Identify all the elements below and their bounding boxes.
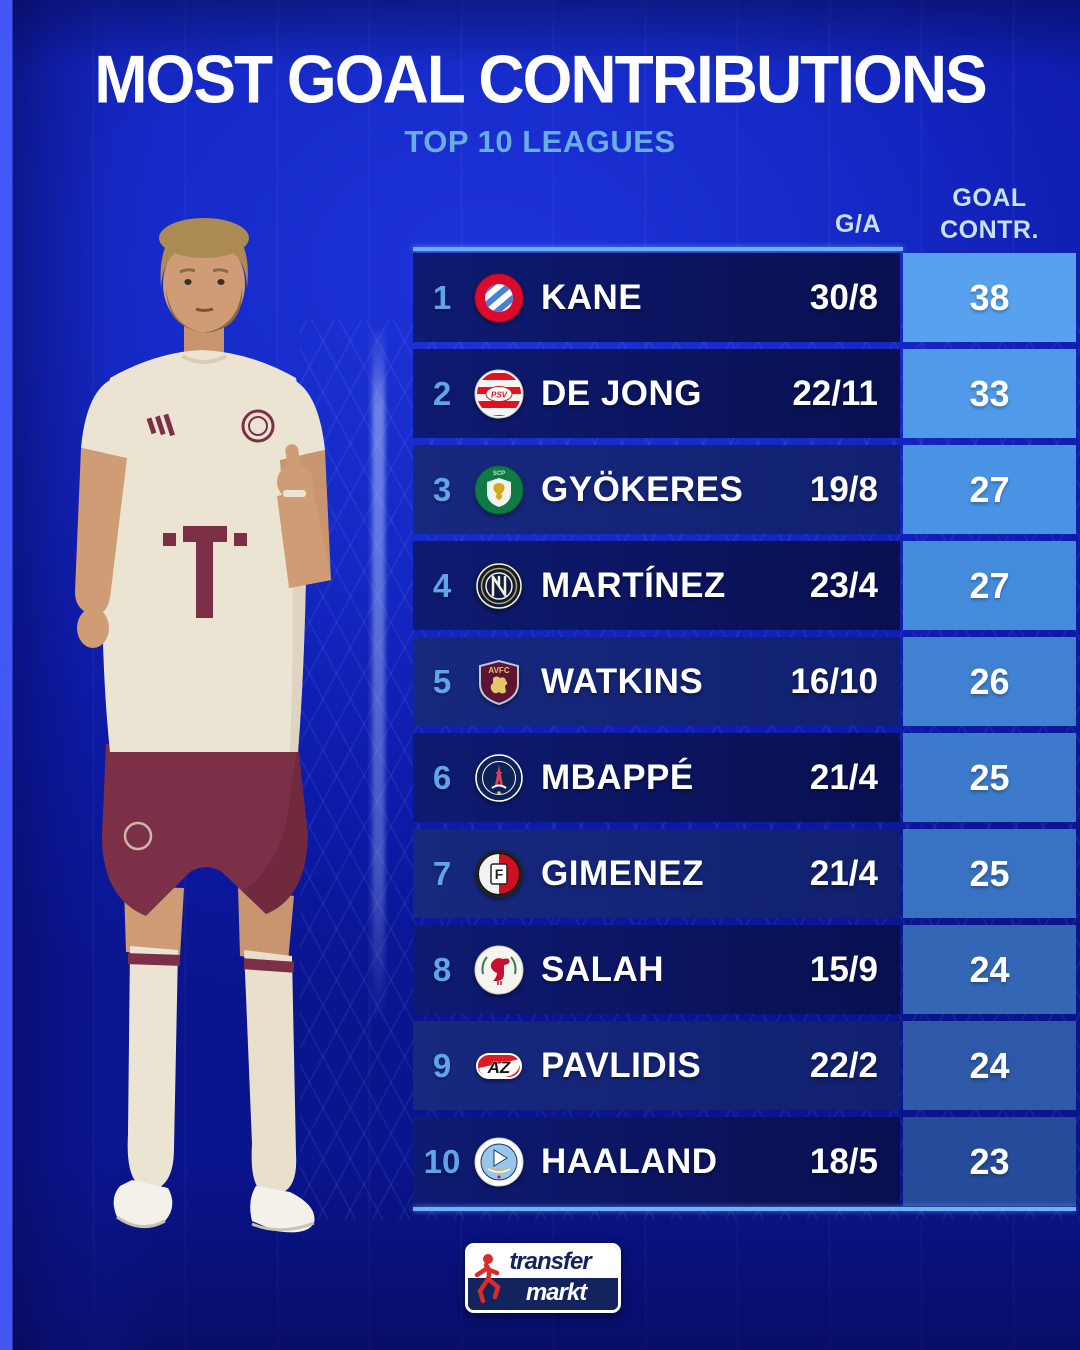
ga-value: 22/11: [792, 373, 878, 413]
rank-label: 7: [432, 854, 452, 892]
page-subtitle: TOP 10 LEAGUES: [404, 124, 676, 159]
ga-value: 30/8: [809, 277, 878, 317]
player-name: PAVLIDIS: [541, 1045, 702, 1085]
contr-value: 23: [903, 1117, 1076, 1206]
psv-badge-icon: PSV: [473, 368, 525, 420]
table-row: 4 MARTÍNEZ 23/4 27: [413, 541, 1076, 630]
contr-value: 27: [903, 445, 1076, 534]
rank-label: 2: [432, 374, 452, 412]
player-name: GYÖKERES: [541, 469, 744, 509]
ga-value: 22/2: [809, 1045, 878, 1085]
az-alkmaar-badge-icon: AZ: [473, 1040, 525, 1092]
aston-villa-badge-icon: AVFC: [473, 656, 525, 708]
logo-word-transfer: transfer: [509, 1248, 591, 1275]
rank-label: 10: [423, 1142, 461, 1180]
player-name: DE JONG: [541, 373, 703, 413]
ga-value: 23/4: [809, 565, 878, 605]
table-top-border: [413, 247, 903, 251]
svg-text:AZ: AZ: [487, 1058, 511, 1077]
table-row: 10 HAALAND 18/5 23: [413, 1117, 1076, 1206]
table-row: 8 SALAH 15/9 24: [413, 925, 1076, 1014]
player-name: MBAPPÉ: [541, 757, 694, 797]
table-row: 6 MBAPPÉ 21/4 25: [413, 733, 1076, 822]
contr-value: 38: [903, 253, 1076, 342]
table-row: 1 KANE 30/8 38: [413, 253, 1076, 342]
ga-value: 15/9: [809, 949, 878, 989]
contr-value: 24: [903, 1021, 1076, 1110]
rank-label: 6: [432, 758, 452, 796]
liverpool-badge-icon: [473, 944, 525, 996]
ranking-table: 1 KANE 30/8 38 2 PSV DE JONG 22/11 33: [413, 253, 1076, 1206]
contr-header-line2: CONTR.: [940, 216, 1039, 244]
contr-value: 25: [903, 733, 1076, 822]
inter-milan-badge-icon: [473, 560, 525, 612]
ga-value: 19/8: [809, 469, 878, 509]
page-title: MOST GOAL CONTRIBUTIONS: [94, 40, 987, 118]
svg-text:AVFC: AVFC: [488, 666, 509, 675]
transfermarkt-logo: transfer markt: [465, 1243, 621, 1313]
ga-column-header: G/A: [835, 210, 881, 238]
contr-value: 33: [903, 349, 1076, 438]
svg-text:PSV: PSV: [491, 390, 508, 399]
table-row: 7 F GIMENEZ 21/4 25: [413, 829, 1076, 918]
psg-badge-icon: [473, 752, 525, 804]
rank-label: 5: [432, 662, 452, 700]
logo-word-markt: markt: [525, 1279, 587, 1306]
bayern-munich-badge-icon: [473, 272, 525, 324]
transfermarkt-player-icon: [474, 1254, 501, 1304]
feyenoord-badge-icon: F: [473, 848, 525, 900]
ga-value: 21/4: [809, 853, 878, 893]
table-row: 9 AZ PAVLIDIS 22/2 24: [413, 1021, 1076, 1110]
rank-label: 8: [432, 950, 452, 988]
contr-value: 27: [903, 541, 1076, 630]
rank-label: 1: [432, 278, 452, 316]
table-row: 5 AVFC WATKINS 16/10 26: [413, 637, 1076, 726]
player-name: WATKINS: [541, 661, 704, 701]
rank-label: 3: [432, 470, 452, 508]
table-row: 3 SCP GYÖKERES 19/8 27: [413, 445, 1076, 534]
player-name: MARTÍNEZ: [541, 565, 726, 605]
ga-value: 16/10: [790, 661, 878, 701]
player-name: SALAH: [541, 949, 665, 989]
rank-label: 9: [432, 1046, 452, 1084]
manchester-city-badge-icon: [473, 1136, 525, 1188]
ga-value: 21/4: [809, 757, 878, 797]
table-bottom-border: [413, 1207, 1076, 1211]
contr-value: 26: [903, 637, 1076, 726]
player-name: HAALAND: [541, 1141, 718, 1181]
contr-value: 25: [903, 829, 1076, 918]
contr-header-line1: GOAL: [952, 184, 1027, 212]
table-row: 2 PSV DE JONG 22/11 33: [413, 349, 1076, 438]
contr-column-header: GOAL CONTR.: [903, 182, 1076, 246]
contr-value: 24: [903, 925, 1076, 1014]
sporting-cp-badge-icon: SCP: [473, 464, 525, 516]
player-name: GIMENEZ: [541, 853, 704, 893]
rank-label: 4: [432, 566, 452, 604]
player-photo-kane: [75, 218, 331, 1233]
player-name: KANE: [541, 277, 643, 317]
svg-text:F: F: [495, 866, 504, 882]
svg-text:SCP: SCP: [493, 471, 505, 477]
ga-value: 18/5: [809, 1141, 878, 1181]
